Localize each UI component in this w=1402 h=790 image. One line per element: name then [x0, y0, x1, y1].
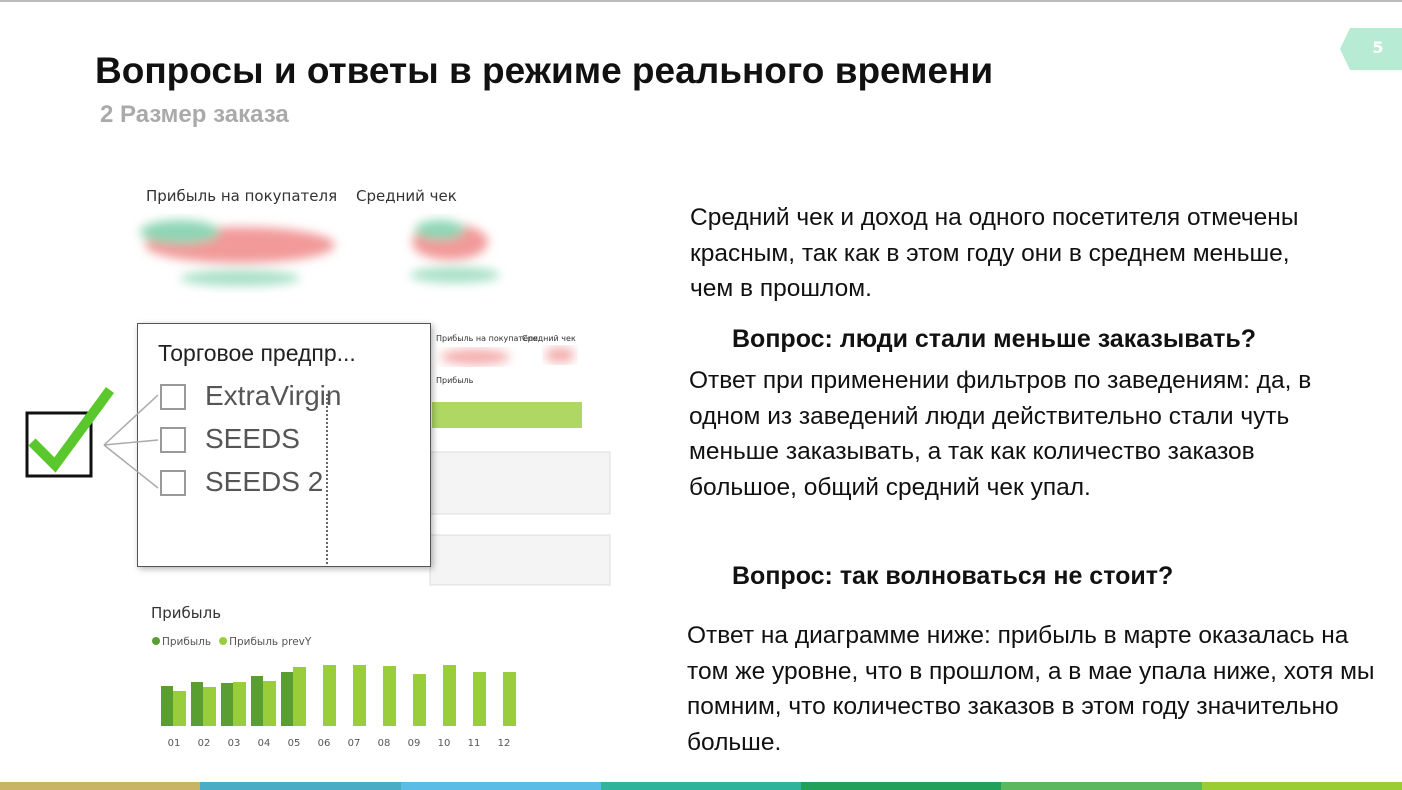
bar [323, 665, 336, 726]
x-tick-label: 02 [198, 738, 211, 749]
chart-title: Прибыль [151, 604, 221, 622]
dotted-line [326, 394, 328, 564]
card-label: Прибыль на покупателя [146, 187, 337, 205]
bar [263, 681, 276, 726]
title: Вопросы и ответы в режиме реального врем… [95, 50, 994, 91]
paragraph: Ответ на диаграмме ниже: прибыль в марте… [687, 622, 1375, 756]
bar [443, 665, 456, 726]
x-tick-label: 12 [498, 738, 511, 749]
legend-dot [152, 637, 160, 645]
x-tick-label: 05 [288, 738, 301, 749]
bar [221, 683, 233, 726]
bar [353, 665, 366, 726]
bar [203, 687, 216, 726]
screenshot: Прибыль на покупателя Средний чек Прибыл… [140, 187, 611, 749]
bar [161, 686, 173, 726]
x-tick-label: 01 [168, 738, 181, 749]
thumb-label: Прибыль [436, 376, 474, 385]
bar [173, 691, 186, 726]
x-tick-label: 11 [468, 738, 481, 749]
x-tick-label: 09 [408, 738, 421, 749]
footer-stripes [0, 782, 1402, 790]
checkbox[interactable] [160, 384, 186, 410]
legend-dot [219, 637, 228, 645]
paragraph: Ответ при применении фильтров по заведен… [689, 367, 1312, 501]
bar [191, 682, 203, 726]
card-label: Средний чек [356, 187, 457, 205]
legend-label: Прибыль [162, 636, 211, 648]
page-number: 5 [1372, 38, 1383, 57]
x-tick-label: 04 [258, 738, 271, 749]
profit-chart: Прибыль Прибыль Прибыль prevY 01 02 03 04 05 06 0… [151, 604, 516, 749]
legend-label: Прибыль prevY [229, 636, 312, 648]
bar [473, 672, 486, 726]
filter-option[interactable]: ExtraVirgin [205, 380, 342, 411]
question: Вопрос: люди стали меньше заказывать? [732, 325, 1257, 353]
bar [383, 666, 396, 726]
question: Вопрос: так волноваться не стоит? [732, 562, 1174, 590]
bar [293, 667, 306, 726]
checkbox[interactable] [160, 470, 186, 496]
x-tick-label: 03 [228, 738, 241, 749]
bar [233, 682, 246, 726]
blurred-values [140, 220, 500, 286]
bar [413, 674, 426, 726]
bar [251, 676, 263, 726]
filter-popup: Торговое предпр... ExtraVirgin SEEDS SEEDS… [137, 323, 431, 567]
paragraph: Средний чек и доход на одного посетителя… [690, 204, 1299, 302]
page-tab: 5 [1340, 28, 1402, 70]
subtitle: 2 Размер заказа [100, 101, 289, 128]
top-rule [0, 0, 1402, 2]
x-tick-label: 07 [348, 738, 361, 749]
thumb-label: Средний чек [522, 334, 576, 343]
bar [281, 672, 293, 726]
x-tick-label: 08 [378, 738, 391, 749]
checkbox[interactable] [160, 427, 186, 453]
bar [503, 672, 516, 726]
x-tick-label: 10 [438, 738, 451, 749]
filter-option[interactable]: SEEDS 2 [205, 466, 324, 497]
x-tick-label: 06 [318, 738, 331, 749]
check-icon [25, 387, 159, 489]
filter-option[interactable]: SEEDS [205, 423, 300, 454]
thumbnail: Прибыль на покупателя Средний чек Прибыл… [429, 334, 611, 586]
filter-title: Торговое предпр... [158, 340, 356, 366]
thumb-label: Прибыль на покупателя [436, 334, 538, 343]
